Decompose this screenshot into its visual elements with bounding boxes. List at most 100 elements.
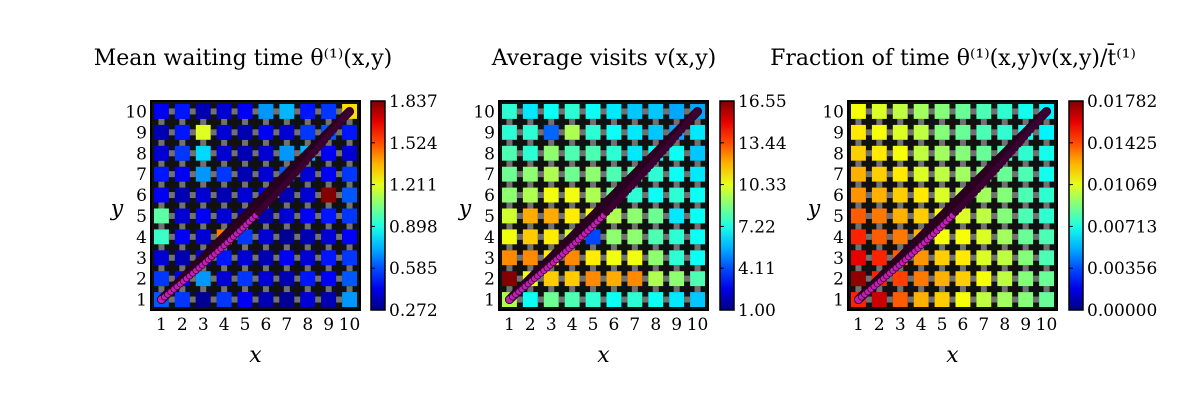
cell-joint <box>304 118 311 125</box>
cell-joint <box>1022 160 1029 167</box>
cell-joint <box>346 223 353 230</box>
heatmap-cell <box>300 271 316 287</box>
cell-joint <box>886 254 893 261</box>
cell-joint <box>1012 192 1019 199</box>
heatmap-cell <box>690 187 705 203</box>
cell-joint <box>970 108 977 115</box>
cell-joint <box>283 244 290 251</box>
heatmap-cell <box>690 145 705 161</box>
cell-joint <box>855 160 862 167</box>
heatmap-cell <box>669 229 685 245</box>
heatmap-cell <box>997 208 1013 224</box>
heatmap-cell <box>871 229 887 245</box>
heatmap-cell <box>258 292 274 307</box>
cell-joint <box>590 181 597 188</box>
heatmap-cell <box>502 271 517 287</box>
cell-joint <box>200 223 207 230</box>
heatmap-cell <box>522 145 538 161</box>
heatmap-cell <box>342 208 357 224</box>
heatmap-cell <box>174 250 190 266</box>
cell-joint <box>294 212 301 219</box>
y-tick-label: 4 <box>136 228 147 248</box>
x-tick-label: 4 <box>567 315 578 335</box>
cell-joint <box>694 118 701 125</box>
cell-joint <box>548 181 555 188</box>
colorbar-tick-label: 10.33 <box>738 176 787 196</box>
heatmap-cell <box>997 250 1013 266</box>
cell-joint <box>325 139 332 146</box>
heatmap-cell <box>154 166 169 182</box>
cell-joint <box>876 202 883 209</box>
cell-joint <box>200 118 207 125</box>
cell-joint <box>652 244 659 251</box>
cell-joint <box>907 129 914 136</box>
cell-joint <box>928 129 935 136</box>
cell-joint <box>189 150 196 157</box>
cell-joint <box>1043 244 1050 251</box>
cell-joint <box>558 275 565 282</box>
heatmap-cell <box>997 124 1013 140</box>
cell-joint <box>558 171 565 178</box>
cell-joint <box>1022 265 1029 272</box>
x-tick-label: 7 <box>281 315 292 335</box>
cell-joint <box>537 275 544 282</box>
x-tick-label: 5 <box>240 315 251 335</box>
cell-joint <box>980 286 987 293</box>
cell-joint <box>907 150 914 157</box>
heatmap-cell <box>279 124 295 140</box>
panel-mean-waiting-time: Mean waiting time θ⁽¹⁾(x,y)1 2 3 4 5 6 7 8 9 1012… <box>94 46 438 368</box>
cell-joint <box>949 129 956 136</box>
cell-joint <box>579 150 586 157</box>
cell-joint <box>865 233 872 240</box>
cell-joint <box>158 265 165 272</box>
cell-joint <box>189 233 196 240</box>
heatmap-cell <box>522 208 538 224</box>
cell-joint <box>346 202 353 209</box>
cell-joint <box>252 150 259 157</box>
cell-joint <box>600 275 607 282</box>
heatmap-cell <box>871 145 887 161</box>
heatmap-cell <box>627 250 643 266</box>
cell-joint <box>663 275 670 282</box>
heatmap-cell <box>892 145 908 161</box>
heatmap-cell <box>606 229 622 245</box>
heatmap-cell <box>174 292 190 307</box>
cell-joint <box>304 286 311 293</box>
cell-joint <box>221 139 228 146</box>
cell-joint <box>928 296 935 303</box>
cell-joint <box>179 118 186 125</box>
cell-joint <box>886 275 893 282</box>
cell-joint <box>242 265 249 272</box>
cell-joint <box>631 202 638 209</box>
cell-joint <box>506 160 513 167</box>
heatmap-cell <box>237 166 253 182</box>
cell-joint <box>631 223 638 230</box>
cell-joint <box>1012 212 1019 219</box>
cell-joint <box>694 160 701 167</box>
x-tick-label: 2 <box>874 315 885 335</box>
cell-joint <box>642 150 649 157</box>
cell-joint <box>558 129 565 136</box>
y-tick-label: 7 <box>484 165 495 185</box>
x-tick-label: 8 <box>302 315 313 335</box>
cell-joint <box>663 212 670 219</box>
heatmap-cell <box>690 124 705 140</box>
cell-joint <box>325 118 332 125</box>
heatmap-cell <box>892 124 908 140</box>
cell-joint <box>179 265 186 272</box>
cell-joint <box>527 265 534 272</box>
heatmap-cell <box>648 208 664 224</box>
cell-joint <box>262 223 269 230</box>
heatmap-cell <box>174 187 190 203</box>
heatmap-cell <box>321 271 337 287</box>
cell-joint <box>897 118 904 125</box>
cell-joint <box>527 286 534 293</box>
cell-joint <box>694 223 701 230</box>
y-tick-label: 3 <box>136 249 147 269</box>
cell-joint <box>694 139 701 146</box>
cell-joint <box>548 286 555 293</box>
cell-joint <box>273 233 280 240</box>
cell-joint <box>210 192 217 199</box>
cell-joint <box>231 150 238 157</box>
heatmap-cell <box>564 208 580 224</box>
